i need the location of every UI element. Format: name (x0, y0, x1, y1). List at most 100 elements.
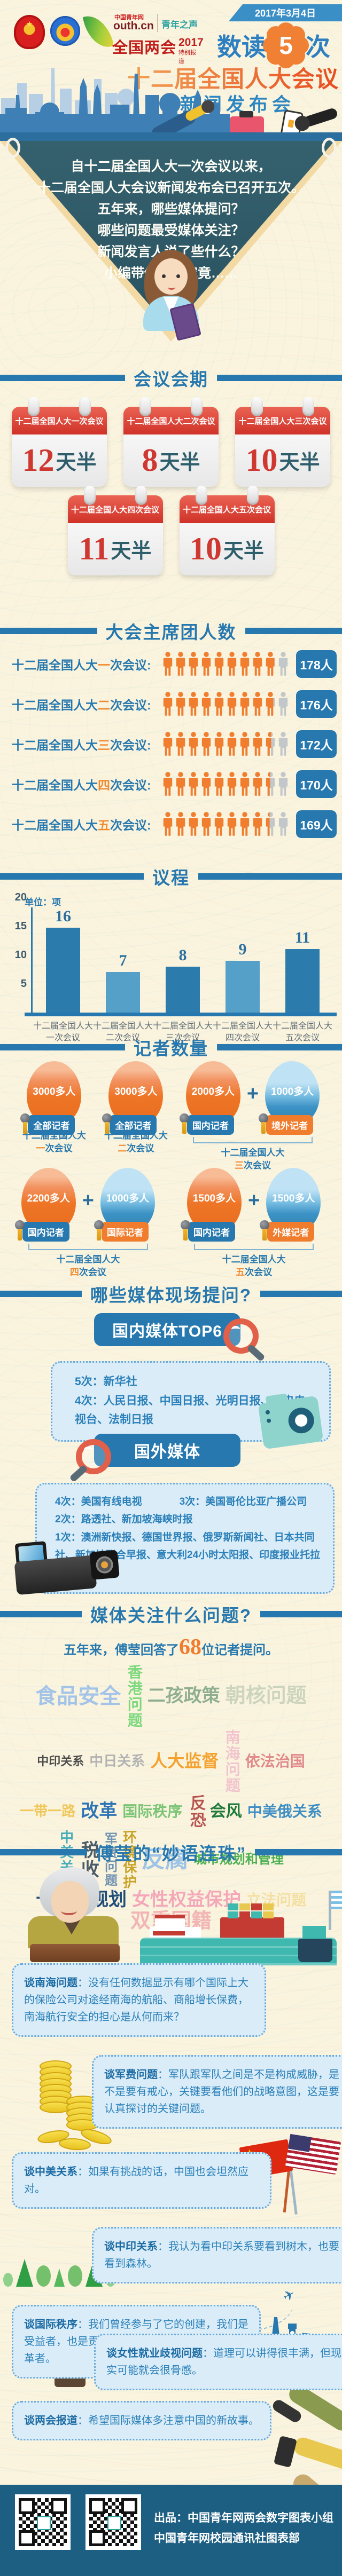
calendar-title: 十二届全国人大五次会议 (179, 495, 275, 523)
y-axis-tick: 5 (20, 978, 27, 990)
bracket-line (28, 1244, 148, 1250)
intro-text: 自十二届全国人大一次会议以来， 十二届全国人大会议新闻发布会已召开五次。 五年来… (21, 156, 321, 284)
person-icon (278, 771, 289, 797)
credits-line1: 出品：中国青年网两会数字图表小组 (154, 2512, 333, 2524)
bar (106, 972, 140, 1013)
calendar-title: 十二届全国人大四次会议 (67, 495, 163, 523)
session-prefix: 十二届全国人大 (56, 1254, 120, 1265)
bar-value-label: 7 (119, 952, 127, 970)
reporter-group-label: 十二届全国人大 五次会议 (222, 1253, 286, 1279)
horizon-band (0, 132, 342, 141)
reporter-group: 1500多人 国内记者 +1500多人 外媒记者 十二届全国人大 五次会议 (181, 1168, 321, 1279)
session-suffix: 次会议 (245, 1267, 273, 1277)
section-title: 大会主席团人数 (105, 622, 237, 642)
person-icon (265, 691, 276, 717)
balloon-row: 3000多人 全部记者 (102, 1061, 164, 1135)
youthcn-logo: 中国青年网 outh.cn 青年之声 全国两会 2017 特别报道 (82, 11, 204, 65)
presidium-icons (162, 771, 290, 797)
balloon-tag: 国际记者 (102, 1222, 149, 1242)
section-title: 傅莹的“妙语连珠” (96, 1844, 246, 1863)
person-icon (175, 771, 186, 797)
photo-camera-icon (258, 1395, 324, 1450)
y-axis-tick: 10 (14, 949, 27, 961)
balloon-value: 1500多人 (192, 1193, 236, 1204)
quote-box: 谈军费问题：军队跟军队之间是不是构成威胁，是不是要有戒心，关键要看他们的战略意图… (92, 2055, 342, 2129)
flag-pole (329, 1891, 342, 1930)
heading-bar (260, 1611, 342, 1617)
heading-bar (198, 873, 342, 880)
presidium-count-badge: 170人 (296, 770, 337, 798)
person-icon (188, 771, 199, 797)
balloon-row: 2200多人 国内记者 +1000多人 国际记者 (14, 1168, 155, 1242)
bar-column: 16 (33, 907, 93, 1013)
presidium-icons (162, 811, 290, 837)
header-section: 2017年3月4日 中国青年网 outh.cn 青年之声 全国两会 2017 特… (0, 0, 342, 143)
person-icon (252, 771, 263, 797)
qr-code-youthcn (15, 2494, 71, 2550)
balloon-tag: 外媒记者 (267, 1222, 315, 1242)
presidium-row: 十二届全国人大一次会议: 178人 (0, 644, 342, 684)
calendar-title: 十二届全国人大一次会议 (12, 407, 107, 434)
quote-box: 谈中印关系：我认为看中印关系要看到树木，也要看到森林。 (92, 2227, 342, 2283)
person-icon (175, 731, 186, 757)
person-icon (214, 771, 224, 797)
quotes-section: 傅莹的“妙语连珠” (0, 1831, 342, 2530)
logo-youthcn: outh.cn (113, 20, 154, 32)
calendar-row-1: 十二届全国人大一次会议 12 天半 十二届全国人大二次会议 8 天半 十二届全国人大三次会议… (0, 397, 342, 487)
bar-value-label: 16 (55, 907, 71, 925)
y-axis-tick: 15 (14, 920, 27, 932)
session-line2: 三次会议 (221, 1159, 284, 1172)
reporter-group: 2200多人 国内记者 +1000多人 国际记者十二届全国人大 四次会议 (14, 1168, 155, 1279)
label-prefix: 十二届全国人大 (12, 658, 98, 672)
reporter-balloon: 3000多人 全部记者 (20, 1061, 82, 1135)
category-line1: 十二届全国人大 (93, 1022, 153, 1031)
label-ordinal: 四 (98, 778, 110, 792)
person-icon (252, 651, 263, 677)
y-axis (31, 907, 33, 1014)
wordcloud-term: 改革 (81, 1801, 118, 1822)
calendar-card: 十二届全国人大二次会议 8 天半 (123, 397, 219, 487)
person-icon (214, 651, 224, 677)
reporter-group-label: 十二届全国人大 四次会议 (56, 1253, 120, 1279)
flower-number-badge: 5 (269, 29, 302, 62)
logo-divider (157, 14, 158, 32)
person-icon (201, 811, 212, 837)
balloon-tag-row: 国内记者 (179, 1113, 234, 1135)
qr-pattern (19, 2498, 67, 2546)
topics-wordcloud: 食品安全 香港问题 二孩政策 朝核问题 中印关系 中日关系 人大监督 南海问题 依法治国 一带一路… (15, 1664, 327, 1932)
label-suffix: 次会议: (110, 738, 151, 752)
person-icon (278, 691, 289, 717)
calendar-card: 十二届全国人大五次会议 10 天半 (179, 486, 275, 575)
person-icon (227, 811, 237, 837)
presidium-row-label: 十二届全国人大五次会议: (12, 815, 162, 833)
person-icon (175, 691, 186, 717)
label-ordinal: 三 (98, 738, 110, 752)
bar (226, 960, 260, 1013)
person-icon (201, 691, 212, 717)
quote-label: 谈中美关系 (24, 2166, 77, 2178)
rope-ring-icon (5, 138, 20, 158)
label-prefix: 十二届全国人大 (12, 738, 98, 752)
wordcloud-term: 人大监督 (150, 1751, 219, 1771)
qr-pattern (89, 2498, 137, 2546)
person-icon (214, 691, 224, 717)
label-prefix: 十二届全国人大 (12, 818, 98, 832)
label-prefix: 十二届全国人大 (12, 778, 98, 792)
reporter-balloon: 2200多人 国内记者 (14, 1168, 76, 1242)
reporter-group: 3000多人 全部记者 十二届全国人大 一次会议 (20, 1061, 86, 1172)
category-line1: 十二届全国人大 (153, 1022, 213, 1031)
bar-category-label: 十二届全国人大 二次会议 (93, 1021, 153, 1044)
person-icon (252, 731, 263, 757)
intro-line: 哪些问题最受媒体关注？ (97, 223, 245, 238)
person-icon (239, 731, 250, 757)
main-title-line2: 十二届全国人大会议 (127, 61, 339, 94)
intro-prefix: 五年来，傅莹回答了 (64, 1643, 179, 1657)
agenda-section: 议程 单位：项 16 7 8 9 11 十二届全国人大 一次会议 十二届全国人大 二次会议 十二… (0, 854, 342, 1042)
focus-intro: 五年来，傅莹回答了68位记者提问。 (0, 1634, 342, 1660)
quote-text: ：如果有挑战的话，中国也会坦然应对。 (24, 2166, 248, 2195)
logo-lianghui: 全国两会 (112, 39, 177, 57)
section-heading-agenda: 议程 (0, 864, 342, 889)
person-icon (201, 651, 212, 677)
arm (291, 2435, 342, 2472)
